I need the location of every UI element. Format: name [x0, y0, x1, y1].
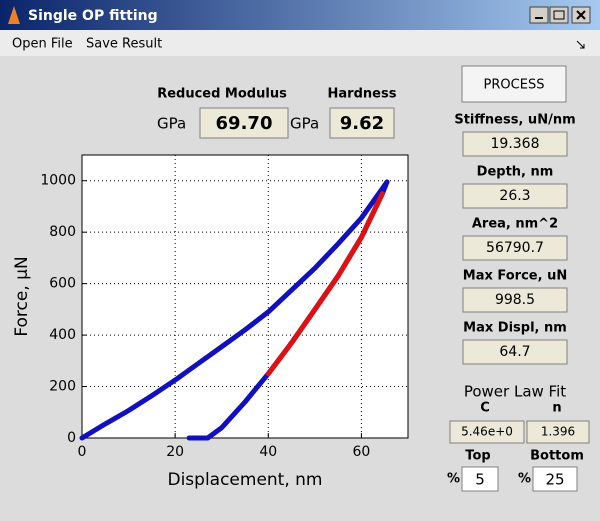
button-label[interactable]: PROCESS	[484, 78, 545, 93]
y-axis-label: Force, μN	[12, 256, 32, 336]
unit: GPa	[157, 115, 186, 133]
x-tick-label: 60	[353, 444, 371, 460]
output-box	[199, 107, 289, 139]
window-controls[interactable]	[529, 6, 591, 24]
output-box	[449, 420, 525, 444]
window-title: Single OP fitting	[28, 8, 158, 24]
y-tick-label: 200	[49, 379, 76, 395]
data-line	[265, 191, 385, 377]
label: Reduced Modulus	[157, 87, 287, 102]
unit: %	[447, 472, 460, 487]
section-title: Power Law Fit	[464, 383, 566, 401]
label: n	[552, 401, 561, 416]
x-axis-label: Displacement, nm	[167, 470, 322, 490]
unit: %	[518, 472, 531, 487]
x-tick-label: 0	[78, 444, 87, 460]
field-value: 56790.7	[486, 240, 544, 256]
y-tick-label: 800	[49, 224, 76, 240]
input-box[interactable]	[461, 466, 499, 492]
value: 69.70	[216, 113, 273, 134]
y-tick-label: 600	[49, 276, 76, 292]
value: 9.62	[340, 113, 384, 134]
label: Bottom	[530, 449, 584, 464]
output-box	[462, 287, 568, 313]
field-value: 19.368	[491, 136, 540, 152]
input-box[interactable]	[532, 466, 578, 492]
process-button[interactable]	[461, 65, 567, 103]
dock-arrow[interactable]	[576, 40, 585, 49]
title-bar	[0, 0, 600, 30]
output-box	[462, 131, 568, 157]
field-label: Area, nm^2	[472, 217, 558, 232]
field-label: Max Displ, nm	[463, 321, 567, 336]
label: C	[480, 401, 490, 416]
field-label: Stiffness, uN/nm	[454, 113, 575, 128]
output-box	[462, 339, 568, 365]
label: Top	[465, 449, 490, 464]
y-tick-label: 0	[67, 430, 76, 446]
value: 5.46e+0	[461, 425, 513, 439]
unit: GPa	[290, 115, 319, 133]
app-icon	[8, 6, 20, 24]
menu-item[interactable]: Open File	[12, 37, 73, 52]
value: 1.396	[541, 425, 575, 439]
output-box	[462, 235, 568, 261]
field-value: 26.3	[499, 188, 530, 204]
y-tick-label: 400	[49, 327, 76, 343]
field-value: 64.7	[499, 344, 530, 360]
label: Hardness	[328, 87, 397, 102]
data-line	[79, 179, 390, 441]
output-box	[526, 420, 590, 444]
output-box	[462, 183, 568, 209]
x-tick-label: 40	[259, 444, 277, 460]
field-label: Depth, nm	[477, 165, 554, 180]
field-value: 998.5	[495, 292, 535, 308]
output-box	[329, 107, 395, 139]
menu-item[interactable]: Save Result	[86, 37, 162, 52]
maximize-button[interactable]	[549, 6, 569, 24]
menu-bar	[0, 30, 600, 56]
input-value[interactable]: 5	[475, 471, 485, 489]
minimize-button[interactable]	[529, 6, 549, 24]
x-tick-label: 20	[166, 444, 184, 460]
input-value[interactable]: 25	[545, 471, 564, 489]
field-label: Max Force, uN	[463, 269, 567, 284]
plot-area	[81, 154, 409, 439]
y-tick-label: 1000	[40, 173, 76, 189]
